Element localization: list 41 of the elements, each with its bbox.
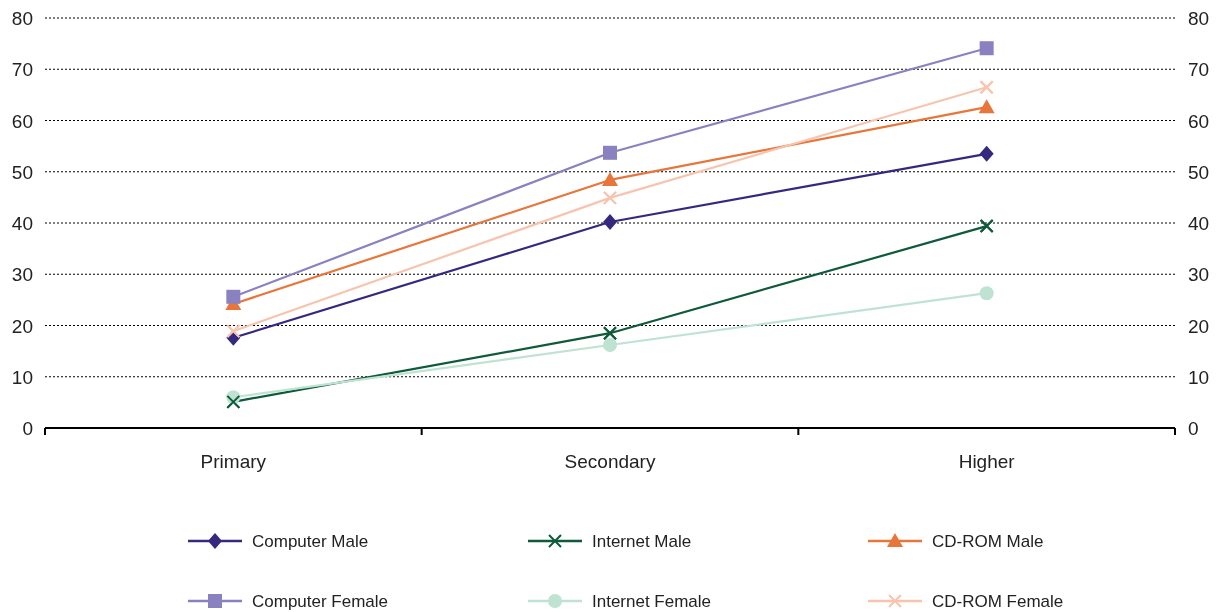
legend-label: Internet Male — [592, 532, 692, 551]
x-tick-label: Secondary — [564, 451, 656, 472]
point — [603, 190, 617, 205]
y2-tick-label: 0 — [1188, 418, 1199, 439]
y2-tick-label: 40 — [1188, 213, 1210, 234]
y-tick-label: 40 — [11, 213, 33, 234]
legend-label: CD-ROM Female — [932, 592, 1064, 611]
y-tick-label: 60 — [11, 110, 33, 132]
y2-tick-label: 80 — [1188, 8, 1210, 29]
y-tick-label: 10 — [11, 366, 33, 388]
x-tick-label: Higher — [958, 451, 1016, 472]
point — [603, 145, 617, 160]
point — [979, 41, 994, 56]
y2-tick-label: 30 — [1188, 264, 1210, 286]
y-tick-label: 30 — [11, 264, 33, 286]
y2-tick-label: 60 — [1188, 110, 1210, 132]
point — [979, 219, 994, 234]
y2-tick-label: 70 — [1188, 59, 1210, 81]
point — [603, 213, 617, 230]
legend-label: Computer Male — [252, 532, 369, 551]
y-tick-label: 50 — [11, 161, 33, 183]
y2-tick-label: 50 — [1188, 161, 1210, 183]
point — [226, 289, 241, 304]
point — [226, 324, 241, 339]
point — [979, 145, 994, 162]
point — [979, 80, 994, 95]
point — [603, 337, 617, 352]
legend-label: Internet Female — [592, 592, 712, 611]
y-tick-label: 70 — [11, 59, 33, 81]
point — [603, 326, 617, 341]
legend-label: CD-ROM Male — [932, 532, 1044, 551]
y2-tick-label: 20 — [1188, 315, 1210, 337]
point — [602, 171, 618, 186]
x-tick-label: Primary — [200, 451, 267, 472]
y-tick-label: 80 — [11, 8, 33, 29]
y-tick-label: 20 — [11, 315, 33, 337]
y-tick-label: 0 — [22, 418, 33, 439]
legend-label: Computer Female — [252, 592, 389, 611]
point — [978, 99, 995, 114]
point — [979, 286, 994, 301]
y2-tick-label: 10 — [1188, 366, 1210, 388]
